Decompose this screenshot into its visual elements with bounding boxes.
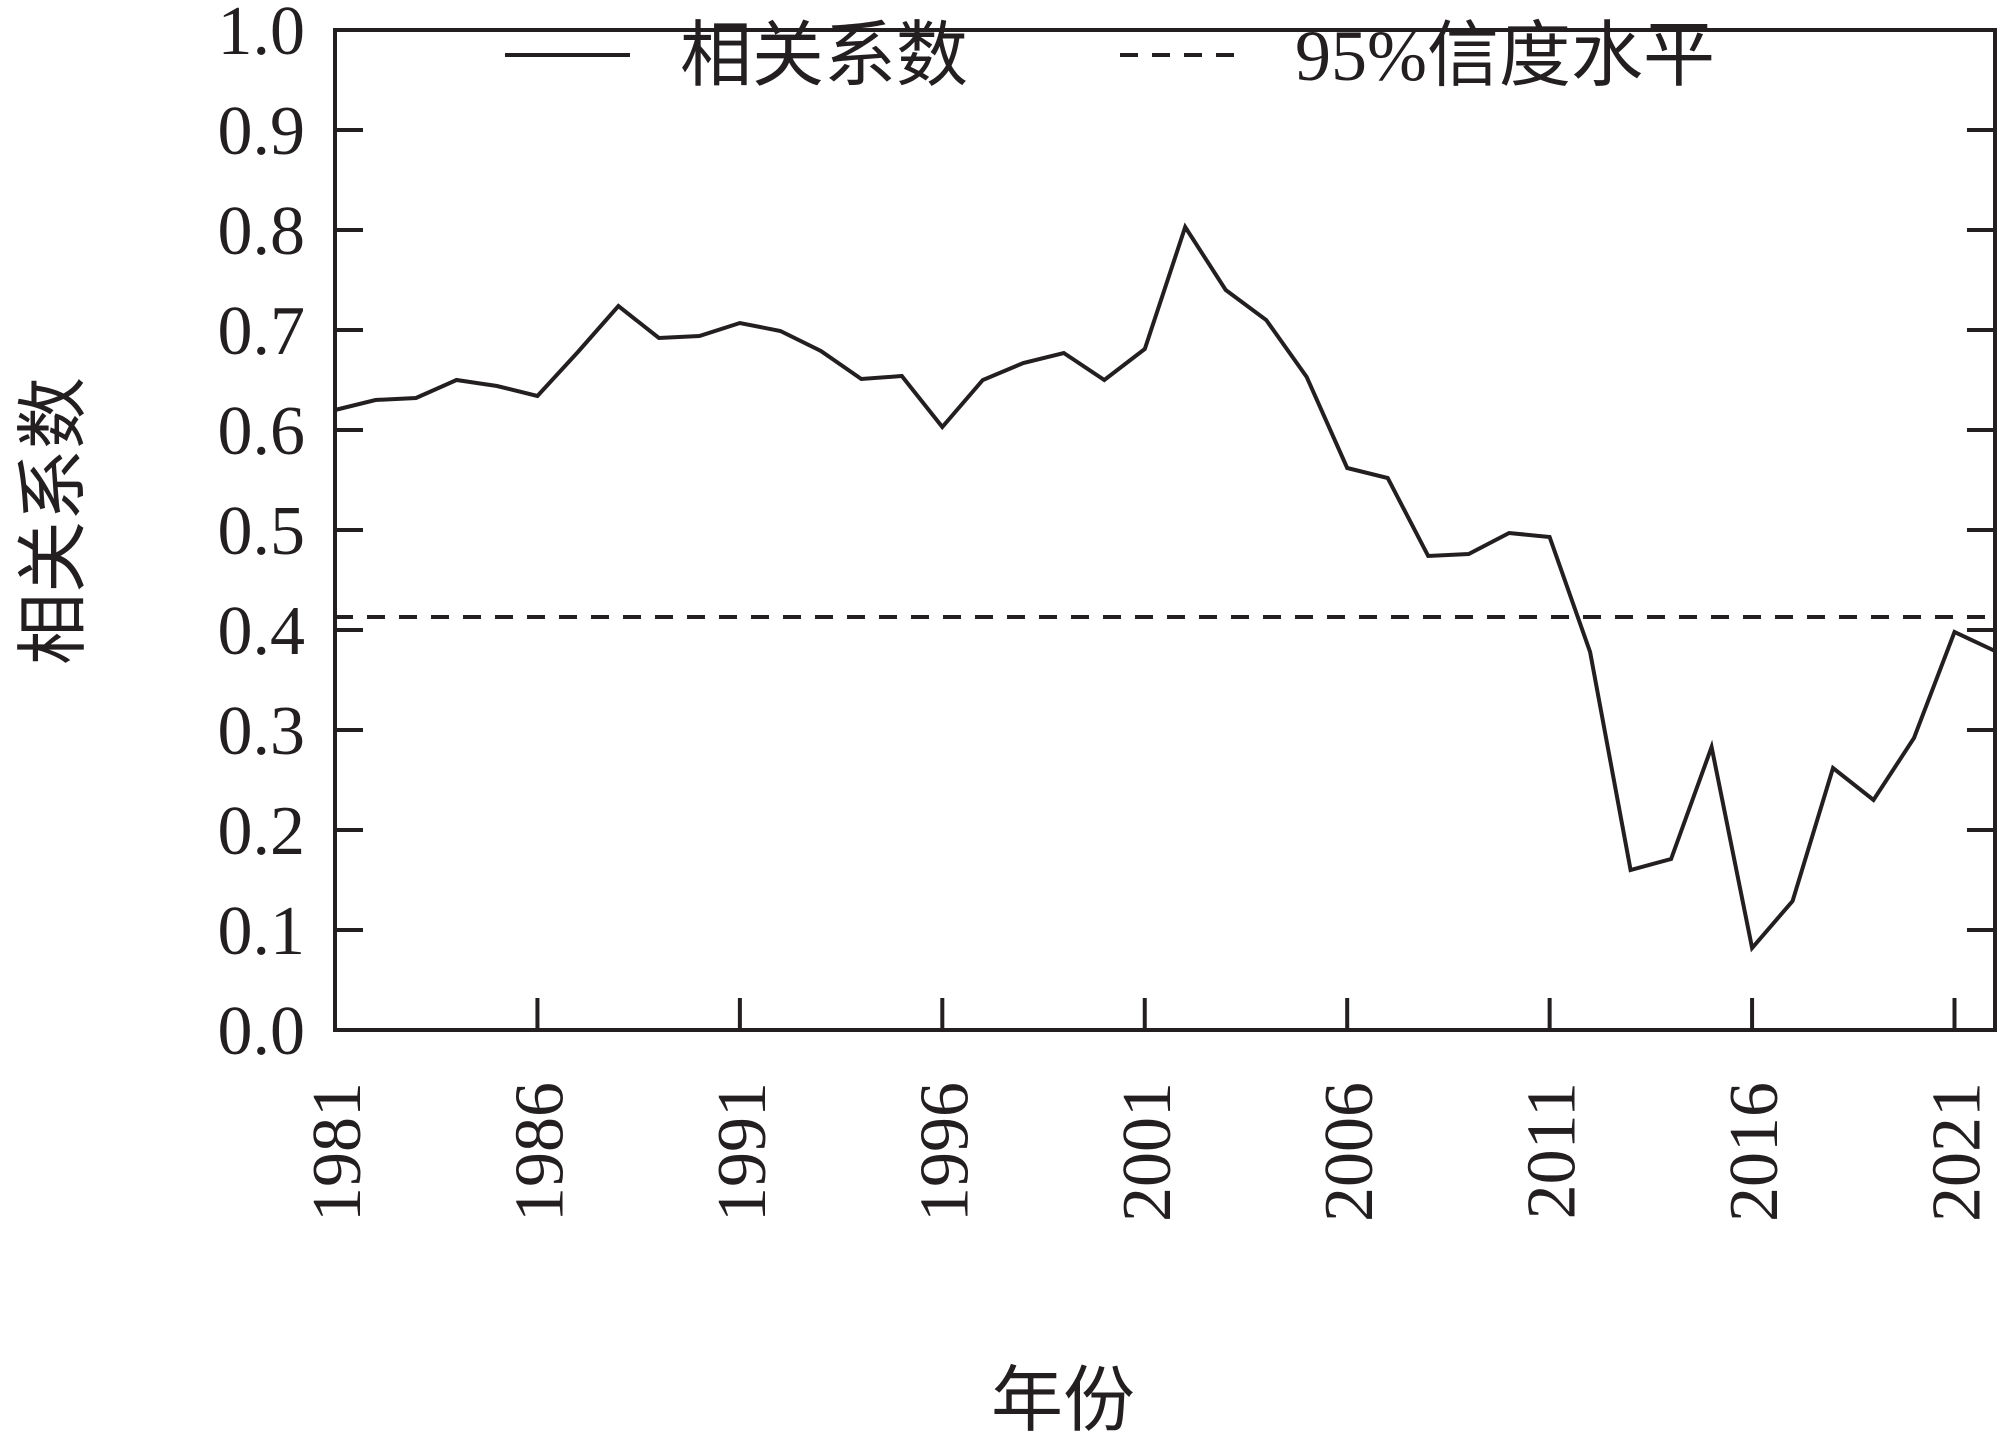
y-tick-label: 0.5 xyxy=(218,493,306,570)
y-tick-label: 0.7 xyxy=(218,293,306,370)
y-tick-label: 0.4 xyxy=(218,593,306,670)
y-tick-label: 0.1 xyxy=(218,893,306,970)
y-tick-label: 0.3 xyxy=(218,693,306,770)
y-tick-label: 1.0 xyxy=(218,0,306,70)
legend: 相关系数 95%信度水平 xyxy=(505,16,1715,96)
x-tick-label: 2011 xyxy=(1514,1082,1591,1219)
plot-border xyxy=(333,28,1997,1032)
x-tick-label: 2001 xyxy=(1109,1082,1186,1222)
legend-label-confidence: 95%信度水平 xyxy=(1295,16,1715,96)
x-tick-label: 1991 xyxy=(704,1082,781,1222)
x-tick-label: 2021 xyxy=(1919,1082,1996,1222)
y-axis-label: 相关系数 xyxy=(14,377,94,665)
x-tick-label: 1986 xyxy=(501,1082,578,1222)
y-axis-ticks: 0.0 0.1 0.2 0.3 0.4 0.5 0.6 0.7 0.8 0.9 1.0 xyxy=(218,0,1995,1070)
series-layer xyxy=(334,222,1996,953)
x-tick-label: 2006 xyxy=(1311,1082,1388,1222)
legend-label-correlation: 相关系数 xyxy=(680,16,968,96)
y-tick-label: 0.0 xyxy=(218,993,306,1070)
plot-frame xyxy=(333,28,1997,1032)
y-tick-label: 0.9 xyxy=(218,93,306,170)
x-axis-label: 年份 xyxy=(991,1361,1135,1439)
y-tick-label: 0.6 xyxy=(218,393,306,470)
x-tick-label: 1996 xyxy=(906,1082,983,1222)
y-tick-label: 0.8 xyxy=(218,193,306,270)
correlation-series-line xyxy=(334,222,1996,953)
x-tick-label: 1981 xyxy=(299,1082,376,1222)
x-axis-ticks: 1981 1986 1991 1996 2001 2006 2011 2016 2021 xyxy=(299,998,1996,1222)
y-tick-label: 0.2 xyxy=(218,793,306,870)
x-tick-label: 2016 xyxy=(1716,1082,1793,1222)
